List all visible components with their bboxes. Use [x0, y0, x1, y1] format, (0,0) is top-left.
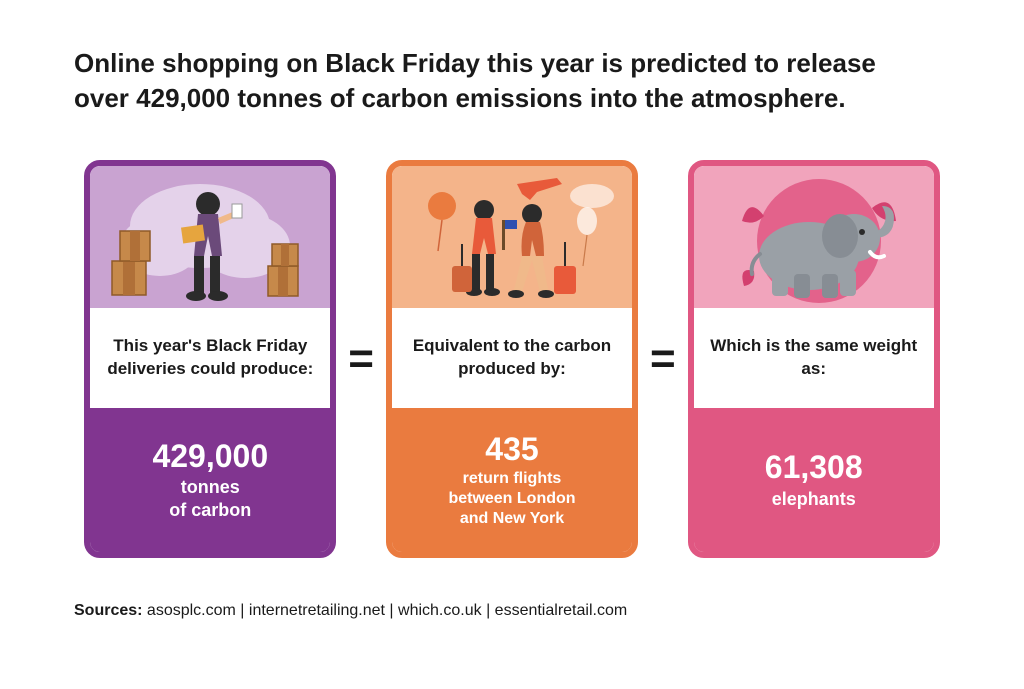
stat-number: 429,000 — [152, 439, 268, 474]
card-desc: Which is the same weight as: — [694, 308, 934, 408]
delivery-illustration — [90, 166, 330, 308]
stat-number: 61,308 — [765, 450, 863, 485]
card-desc-text: Equivalent to the carbon produced by: — [408, 335, 616, 381]
card-stat: 61,308 elephants — [694, 408, 934, 552]
sources-list: asosplc.com | internetretailing.net | wh… — [147, 602, 627, 619]
equals-icon: = — [650, 334, 676, 384]
card-desc-text: Which is the same weight as: — [710, 335, 918, 381]
elephant-illustration — [694, 166, 934, 308]
card-desc: This year's Black Friday deliveries coul… — [90, 308, 330, 408]
stat-unit: tonnesof carbon — [169, 476, 251, 521]
cards-row: This year's Black Friday deliveries coul… — [74, 160, 950, 558]
travelers-illustration — [392, 166, 632, 308]
card-flights: Equivalent to the carbon produced by: 43… — [386, 160, 638, 558]
card-deliveries: This year's Black Friday deliveries coul… — [84, 160, 336, 558]
card-stat: 429,000 tonnesof carbon — [90, 408, 330, 552]
headline: Online shopping on Black Friday this yea… — [74, 46, 934, 116]
stat-number: 435 — [485, 432, 538, 467]
stat-unit: elephants — [772, 488, 856, 511]
card-desc: Equivalent to the carbon produced by: — [392, 308, 632, 408]
card-elephants: Which is the same weight as: 61,308 elep… — [688, 160, 940, 558]
sources-label: Sources: — [74, 602, 142, 619]
stat-unit: return flightsbetween Londonand New York — [448, 469, 575, 529]
card-stat: 435 return flightsbetween Londonand New … — [392, 408, 632, 552]
card-desc-text: This year's Black Friday deliveries coul… — [106, 335, 314, 381]
equals-icon: = — [348, 334, 374, 384]
sources-line: Sources: asosplc.com | internetretailing… — [74, 602, 950, 620]
